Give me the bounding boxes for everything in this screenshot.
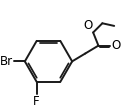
Text: O: O: [111, 39, 121, 52]
Text: Br: Br: [0, 55, 13, 68]
Text: F: F: [33, 95, 40, 108]
Text: O: O: [83, 19, 93, 32]
